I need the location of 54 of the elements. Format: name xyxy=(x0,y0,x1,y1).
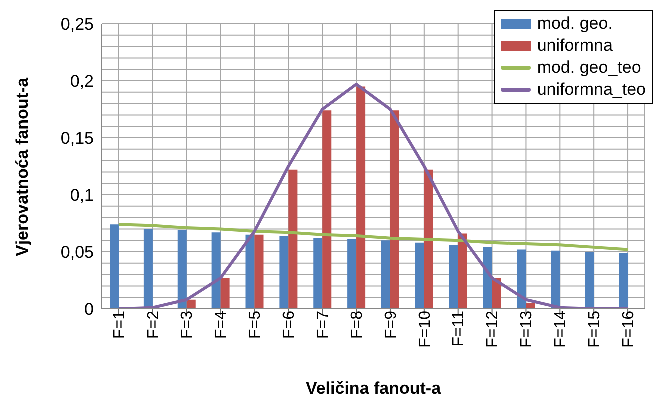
y-tick-label: 0,2 xyxy=(70,72,94,92)
line-series xyxy=(117,223,630,252)
bar xyxy=(517,250,526,309)
bar xyxy=(220,278,230,309)
y-tick-label: 0,1 xyxy=(70,186,94,206)
x-tick-label: F=13 xyxy=(518,310,536,348)
x-tick-label: F=1 xyxy=(111,310,128,340)
y-tick-label: 0,15 xyxy=(60,129,94,148)
x-tick-label: F=5 xyxy=(247,310,264,340)
bar xyxy=(280,236,289,309)
bar xyxy=(585,252,594,309)
x-tick-label: F=9 xyxy=(382,310,400,340)
x-axis-title: Veličina fanout-a xyxy=(306,379,442,398)
bar xyxy=(254,234,264,309)
bar xyxy=(178,230,187,309)
bar xyxy=(212,232,221,309)
bar xyxy=(483,247,492,309)
bar xyxy=(415,242,424,309)
bar xyxy=(449,245,458,309)
legend-label: mod. geo_teo xyxy=(537,57,642,79)
legend-label: uniformna_teo xyxy=(537,79,646,101)
bar xyxy=(144,229,153,309)
x-tick-label: F=7 xyxy=(314,310,332,340)
bar xyxy=(356,86,366,309)
x-tick-label: F=2 xyxy=(145,310,162,340)
bar xyxy=(314,238,323,309)
bar xyxy=(551,250,560,309)
x-tick-label: F=11 xyxy=(450,310,468,347)
bar xyxy=(619,253,628,309)
bar xyxy=(246,234,255,309)
x-tick-label: F=16 xyxy=(620,310,638,348)
bar xyxy=(348,239,357,309)
legend-label: mod. geo. xyxy=(537,13,613,35)
y-tick-label: 0,05 xyxy=(60,243,94,262)
bar xyxy=(424,170,434,309)
x-tick-label: F=8 xyxy=(348,310,366,340)
bar xyxy=(110,224,119,309)
x-tick-label: F=15 xyxy=(586,310,604,348)
x-tick-label: F=3 xyxy=(179,310,196,340)
bar xyxy=(382,240,390,309)
x-tick-label: F=14 xyxy=(552,310,570,348)
x-tick-label: F=12 xyxy=(484,310,502,348)
y-axis-title: Vjerovatnoća fanout-a xyxy=(13,77,32,256)
bar xyxy=(288,170,298,309)
x-tick-label: F=6 xyxy=(281,310,298,340)
y-tick-label: 0 xyxy=(84,300,94,320)
bar xyxy=(458,234,468,309)
legend-label: uniformna xyxy=(537,35,613,57)
x-tick-label: F=10 xyxy=(416,310,434,348)
y-tick-label: 0,25 xyxy=(60,15,94,34)
bar xyxy=(186,300,196,309)
x-tick-label: F=4 xyxy=(213,310,230,340)
bar xyxy=(390,110,400,309)
bar xyxy=(322,110,332,309)
